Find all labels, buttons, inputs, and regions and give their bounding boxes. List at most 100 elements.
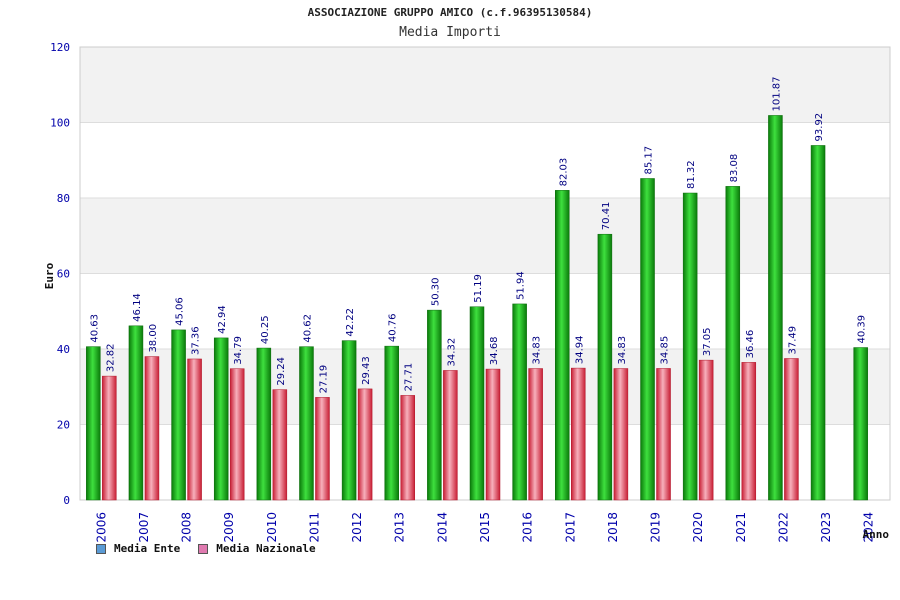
data-label-ente: 42.94 — [217, 305, 228, 334]
bar-media-ente — [512, 303, 527, 501]
x-tick-label: 2012 — [350, 512, 364, 543]
bar-media-ente — [725, 186, 741, 501]
data-label-ente: 40.25 — [260, 315, 271, 344]
x-tick-label: 2022 — [776, 512, 790, 543]
data-label-ente: 45.06 — [175, 297, 186, 326]
bar-media-nazionale — [784, 358, 799, 501]
data-label-ente: 40.63 — [89, 314, 100, 343]
bar-media-ente — [555, 190, 570, 501]
x-tick-label: 2017 — [563, 512, 577, 543]
data-label-nazionale: 37.05 — [702, 327, 713, 356]
data-label-ente: 101.87 — [771, 76, 782, 111]
data-label-nazionale: 34.83 — [532, 336, 543, 365]
y-tick-label: 80 — [57, 192, 70, 205]
bar-media-nazionale — [485, 368, 501, 501]
bar-media-nazionale — [528, 368, 543, 501]
x-tick-label: 2023 — [819, 512, 833, 543]
x-axis-label: Anno — [863, 528, 890, 541]
bar-media-nazionale — [613, 368, 629, 501]
bar-media-ente — [640, 178, 655, 501]
data-label-nazionale: 36.46 — [745, 330, 756, 359]
data-label-nazionale: 34.79 — [233, 336, 244, 365]
x-tick-label: 2020 — [691, 512, 705, 543]
x-tick-label: 2016 — [521, 512, 535, 543]
data-label-ente: 83.08 — [729, 154, 740, 183]
bar-media-nazionale — [357, 388, 373, 501]
data-label-ente: 51.94 — [516, 271, 527, 300]
data-label-nazionale: 32.82 — [105, 343, 116, 372]
x-tick-label: 2006 — [94, 512, 108, 543]
bar-media-ente — [256, 347, 272, 501]
bar-media-nazionale — [187, 358, 202, 501]
bar-media-nazionale — [698, 359, 714, 501]
x-tick-label: 2018 — [606, 512, 620, 543]
data-label-ente: 51.19 — [473, 274, 484, 303]
data-label-ente: 40.39 — [857, 315, 868, 344]
bar-media-nazionale — [656, 368, 671, 501]
data-label-ente: 82.03 — [558, 158, 569, 187]
chart-title: ASSOCIAZIONE GRUPPO AMICO (c.f.963951305… — [307, 6, 593, 19]
bar-media-ente — [299, 346, 314, 501]
x-tick-label: 2011 — [307, 512, 321, 543]
bar-media-ente — [213, 337, 229, 501]
bar-media-nazionale — [315, 397, 330, 501]
bar-media-nazionale — [102, 375, 117, 501]
plot-frame — [79, 46, 891, 501]
x-tick-label: 2019 — [649, 512, 663, 543]
data-labels: 40.63 32.82 46.14 38.00 45.06 37.36 42.94 34.79… — [89, 76, 867, 393]
legend-label-nazionale: Media Nazionale — [216, 542, 316, 555]
bar-media-ente — [853, 347, 868, 501]
x-tick-label: 2014 — [435, 512, 449, 543]
x-tick-label: 2024 — [862, 512, 876, 543]
bar-media-nazionale — [443, 370, 458, 501]
bar-media-ente — [469, 306, 485, 501]
bar-media-nazionale — [741, 362, 757, 501]
x-tick-label: 2021 — [734, 512, 748, 543]
data-label-nazionale: 29.24 — [276, 357, 287, 386]
legend-swatch-ente — [96, 543, 106, 554]
bar-media-ente — [341, 340, 357, 501]
y-tick-label: 0 — [63, 494, 70, 507]
bar-media-ente — [86, 346, 101, 501]
bar-media-nazionale — [571, 367, 586, 501]
bar-media-nazionale — [144, 356, 160, 501]
x-tick-label: 2009 — [222, 512, 236, 543]
data-label-ente: 81.32 — [686, 160, 697, 189]
bar-media-ente — [128, 325, 144, 501]
bar-media-ente — [171, 329, 186, 501]
data-label-ente: 93.92 — [814, 113, 825, 142]
data-label-nazionale: 34.32 — [446, 338, 457, 367]
bar-media-ente — [682, 192, 698, 501]
chart-subtitle: Media Importi — [399, 25, 501, 40]
y-tick-label: 100 — [50, 117, 70, 130]
y-tick-label: 20 — [57, 419, 70, 432]
grid-band — [80, 47, 890, 123]
data-label-nazionale: 27.19 — [318, 365, 329, 394]
data-label-ente: 85.17 — [644, 146, 655, 175]
x-tick-label: 2015 — [478, 512, 492, 543]
bars — [86, 115, 868, 501]
legend: Media Ente Media Nazionale — [96, 542, 316, 555]
bar-media-ente — [427, 309, 442, 501]
legend-label-ente: Media Ente — [114, 542, 181, 555]
data-label-nazionale: 34.68 — [489, 336, 500, 365]
y-tick-label: 60 — [57, 268, 70, 281]
bar-media-nazionale — [229, 368, 245, 501]
data-label-ente: 40.62 — [302, 314, 313, 343]
legend-swatch-nazionale — [198, 543, 209, 554]
data-label-ente: 70.41 — [601, 202, 612, 231]
data-label-ente: 50.30 — [430, 277, 441, 306]
legend-item-nazionale: Media Nazionale — [198, 542, 316, 555]
legend-item-ente: Media Ente — [96, 542, 180, 555]
data-label-nazionale: 27.71 — [404, 363, 415, 392]
x-tick-label: 2013 — [393, 512, 407, 543]
data-label-nazionale: 34.85 — [660, 336, 671, 365]
bar-media-ente — [384, 345, 399, 501]
data-label-ente: 42.22 — [345, 308, 356, 337]
bar-media-ente — [810, 145, 826, 501]
data-label-nazionale: 29.43 — [361, 356, 372, 385]
x-tick-label: 2010 — [265, 512, 279, 543]
y-axis-label: Euro — [43, 262, 56, 289]
data-label-nazionale: 38.00 — [148, 324, 159, 353]
